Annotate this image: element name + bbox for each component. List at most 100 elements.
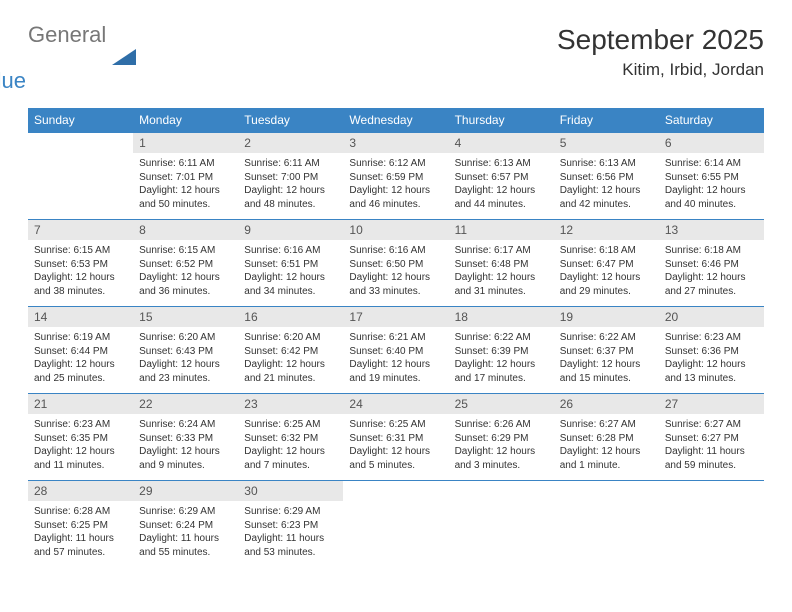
sunset-line: Sunset: 6:35 PM: [34, 432, 127, 446]
logo-word-2: Blue: [0, 70, 106, 92]
sunset-line: Sunset: 6:46 PM: [665, 258, 758, 272]
daylight-line: Daylight: 12 hours and 9 minutes.: [139, 445, 232, 472]
day-header: Saturday: [659, 108, 764, 133]
sunset-line: Sunset: 6:28 PM: [560, 432, 653, 446]
day-cell: Sunrise: 6:18 AMSunset: 6:47 PMDaylight:…: [554, 240, 659, 307]
day-cell: Sunrise: 6:16 AMSunset: 6:51 PMDaylight:…: [238, 240, 343, 307]
daylight-line: Daylight: 12 hours and 21 minutes.: [244, 358, 337, 385]
day-cell: Sunrise: 6:20 AMSunset: 6:42 PMDaylight:…: [238, 327, 343, 394]
sunrise-line: Sunrise: 6:22 AM: [560, 331, 653, 345]
day-number: 24: [343, 394, 448, 415]
day-cell: Sunrise: 6:16 AMSunset: 6:50 PMDaylight:…: [343, 240, 448, 307]
day-number: [659, 481, 764, 502]
daylight-line: Daylight: 11 hours and 59 minutes.: [665, 445, 758, 472]
day-number: 12: [554, 220, 659, 241]
daylight-line: Daylight: 12 hours and 25 minutes.: [34, 358, 127, 385]
daylight-line: Daylight: 12 hours and 23 minutes.: [139, 358, 232, 385]
daylight-line: Daylight: 12 hours and 42 minutes.: [560, 184, 653, 211]
logo-word-1: General: [28, 24, 106, 46]
daylight-line: Daylight: 12 hours and 48 minutes.: [244, 184, 337, 211]
day-cell: [554, 501, 659, 567]
daylight-line: Daylight: 11 hours and 53 minutes.: [244, 532, 337, 559]
sunset-line: Sunset: 6:24 PM: [139, 519, 232, 533]
day-cell: Sunrise: 6:24 AMSunset: 6:33 PMDaylight:…: [133, 414, 238, 481]
day-cell: Sunrise: 6:13 AMSunset: 6:57 PMDaylight:…: [449, 153, 554, 220]
day-number: 8: [133, 220, 238, 241]
sunrise-line: Sunrise: 6:13 AM: [455, 157, 548, 171]
daylight-line: Daylight: 12 hours and 46 minutes.: [349, 184, 442, 211]
header: General Blue September 2025 Kitim, Irbid…: [28, 24, 764, 92]
sunset-line: Sunset: 6:42 PM: [244, 345, 337, 359]
daylight-line: Daylight: 12 hours and 34 minutes.: [244, 271, 337, 298]
sunrise-line: Sunrise: 6:25 AM: [244, 418, 337, 432]
day-cell: Sunrise: 6:11 AMSunset: 7:01 PMDaylight:…: [133, 153, 238, 220]
day-number: 22: [133, 394, 238, 415]
sunrise-line: Sunrise: 6:16 AM: [244, 244, 337, 258]
logo: General Blue: [28, 24, 138, 92]
daynum-row: 78910111213: [28, 220, 764, 241]
day-number: [28, 133, 133, 154]
daylight-line: Daylight: 12 hours and 29 minutes.: [560, 271, 653, 298]
day-number: 1: [133, 133, 238, 154]
day-number: 15: [133, 307, 238, 328]
sunrise-line: Sunrise: 6:23 AM: [34, 418, 127, 432]
day-number: 23: [238, 394, 343, 415]
sunset-line: Sunset: 6:53 PM: [34, 258, 127, 272]
day-cell: Sunrise: 6:17 AMSunset: 6:48 PMDaylight:…: [449, 240, 554, 307]
day-cell: Sunrise: 6:27 AMSunset: 6:27 PMDaylight:…: [659, 414, 764, 481]
daylight-line: Daylight: 12 hours and 31 minutes.: [455, 271, 548, 298]
day-cell: Sunrise: 6:15 AMSunset: 6:53 PMDaylight:…: [28, 240, 133, 307]
day-number: 19: [554, 307, 659, 328]
content-row: Sunrise: 6:23 AMSunset: 6:35 PMDaylight:…: [28, 414, 764, 481]
sunset-line: Sunset: 6:57 PM: [455, 171, 548, 185]
day-number: [554, 481, 659, 502]
sunrise-line: Sunrise: 6:26 AM: [455, 418, 548, 432]
sunset-line: Sunset: 6:56 PM: [560, 171, 653, 185]
daylight-line: Daylight: 12 hours and 15 minutes.: [560, 358, 653, 385]
sunrise-line: Sunrise: 6:28 AM: [34, 505, 127, 519]
sunrise-line: Sunrise: 6:20 AM: [244, 331, 337, 345]
day-cell: Sunrise: 6:29 AMSunset: 6:23 PMDaylight:…: [238, 501, 343, 567]
day-header: Wednesday: [343, 108, 448, 133]
daylight-line: Daylight: 12 hours and 11 minutes.: [34, 445, 127, 472]
sunset-line: Sunset: 6:39 PM: [455, 345, 548, 359]
day-cell: Sunrise: 6:20 AMSunset: 6:43 PMDaylight:…: [133, 327, 238, 394]
day-cell: Sunrise: 6:25 AMSunset: 6:31 PMDaylight:…: [343, 414, 448, 481]
location-label: Kitim, Irbid, Jordan: [557, 60, 764, 80]
day-number: 26: [554, 394, 659, 415]
content-row: Sunrise: 6:15 AMSunset: 6:53 PMDaylight:…: [28, 240, 764, 307]
day-number: 14: [28, 307, 133, 328]
sunset-line: Sunset: 6:51 PM: [244, 258, 337, 272]
sunset-line: Sunset: 6:25 PM: [34, 519, 127, 533]
daylight-line: Daylight: 12 hours and 19 minutes.: [349, 358, 442, 385]
day-number: 28: [28, 481, 133, 502]
day-number: 9: [238, 220, 343, 241]
daylight-line: Daylight: 12 hours and 3 minutes.: [455, 445, 548, 472]
sunrise-line: Sunrise: 6:27 AM: [665, 418, 758, 432]
daylight-line: Daylight: 12 hours and 33 minutes.: [349, 271, 442, 298]
day-number: 2: [238, 133, 343, 154]
content-row: Sunrise: 6:11 AMSunset: 7:01 PMDaylight:…: [28, 153, 764, 220]
day-number: 4: [449, 133, 554, 154]
day-number: 11: [449, 220, 554, 241]
day-cell: Sunrise: 6:23 AMSunset: 6:36 PMDaylight:…: [659, 327, 764, 394]
day-number: 3: [343, 133, 448, 154]
calendar-table: SundayMondayTuesdayWednesdayThursdayFrid…: [28, 108, 764, 567]
day-number: [343, 481, 448, 502]
day-cell: Sunrise: 6:15 AMSunset: 6:52 PMDaylight:…: [133, 240, 238, 307]
day-number: 17: [343, 307, 448, 328]
day-cell: Sunrise: 6:18 AMSunset: 6:46 PMDaylight:…: [659, 240, 764, 307]
daylight-line: Daylight: 12 hours and 40 minutes.: [665, 184, 758, 211]
sunrise-line: Sunrise: 6:11 AM: [244, 157, 337, 171]
sunrise-line: Sunrise: 6:20 AM: [139, 331, 232, 345]
daylight-line: Daylight: 11 hours and 57 minutes.: [34, 532, 127, 559]
daylight-line: Daylight: 12 hours and 17 minutes.: [455, 358, 548, 385]
sunrise-line: Sunrise: 6:18 AM: [560, 244, 653, 258]
daylight-line: Daylight: 12 hours and 27 minutes.: [665, 271, 758, 298]
title-block: September 2025 Kitim, Irbid, Jordan: [557, 24, 764, 80]
day-cell: Sunrise: 6:12 AMSunset: 6:59 PMDaylight:…: [343, 153, 448, 220]
daynum-row: 14151617181920: [28, 307, 764, 328]
day-cell: Sunrise: 6:27 AMSunset: 6:28 PMDaylight:…: [554, 414, 659, 481]
day-number: 25: [449, 394, 554, 415]
daylight-line: Daylight: 12 hours and 13 minutes.: [665, 358, 758, 385]
